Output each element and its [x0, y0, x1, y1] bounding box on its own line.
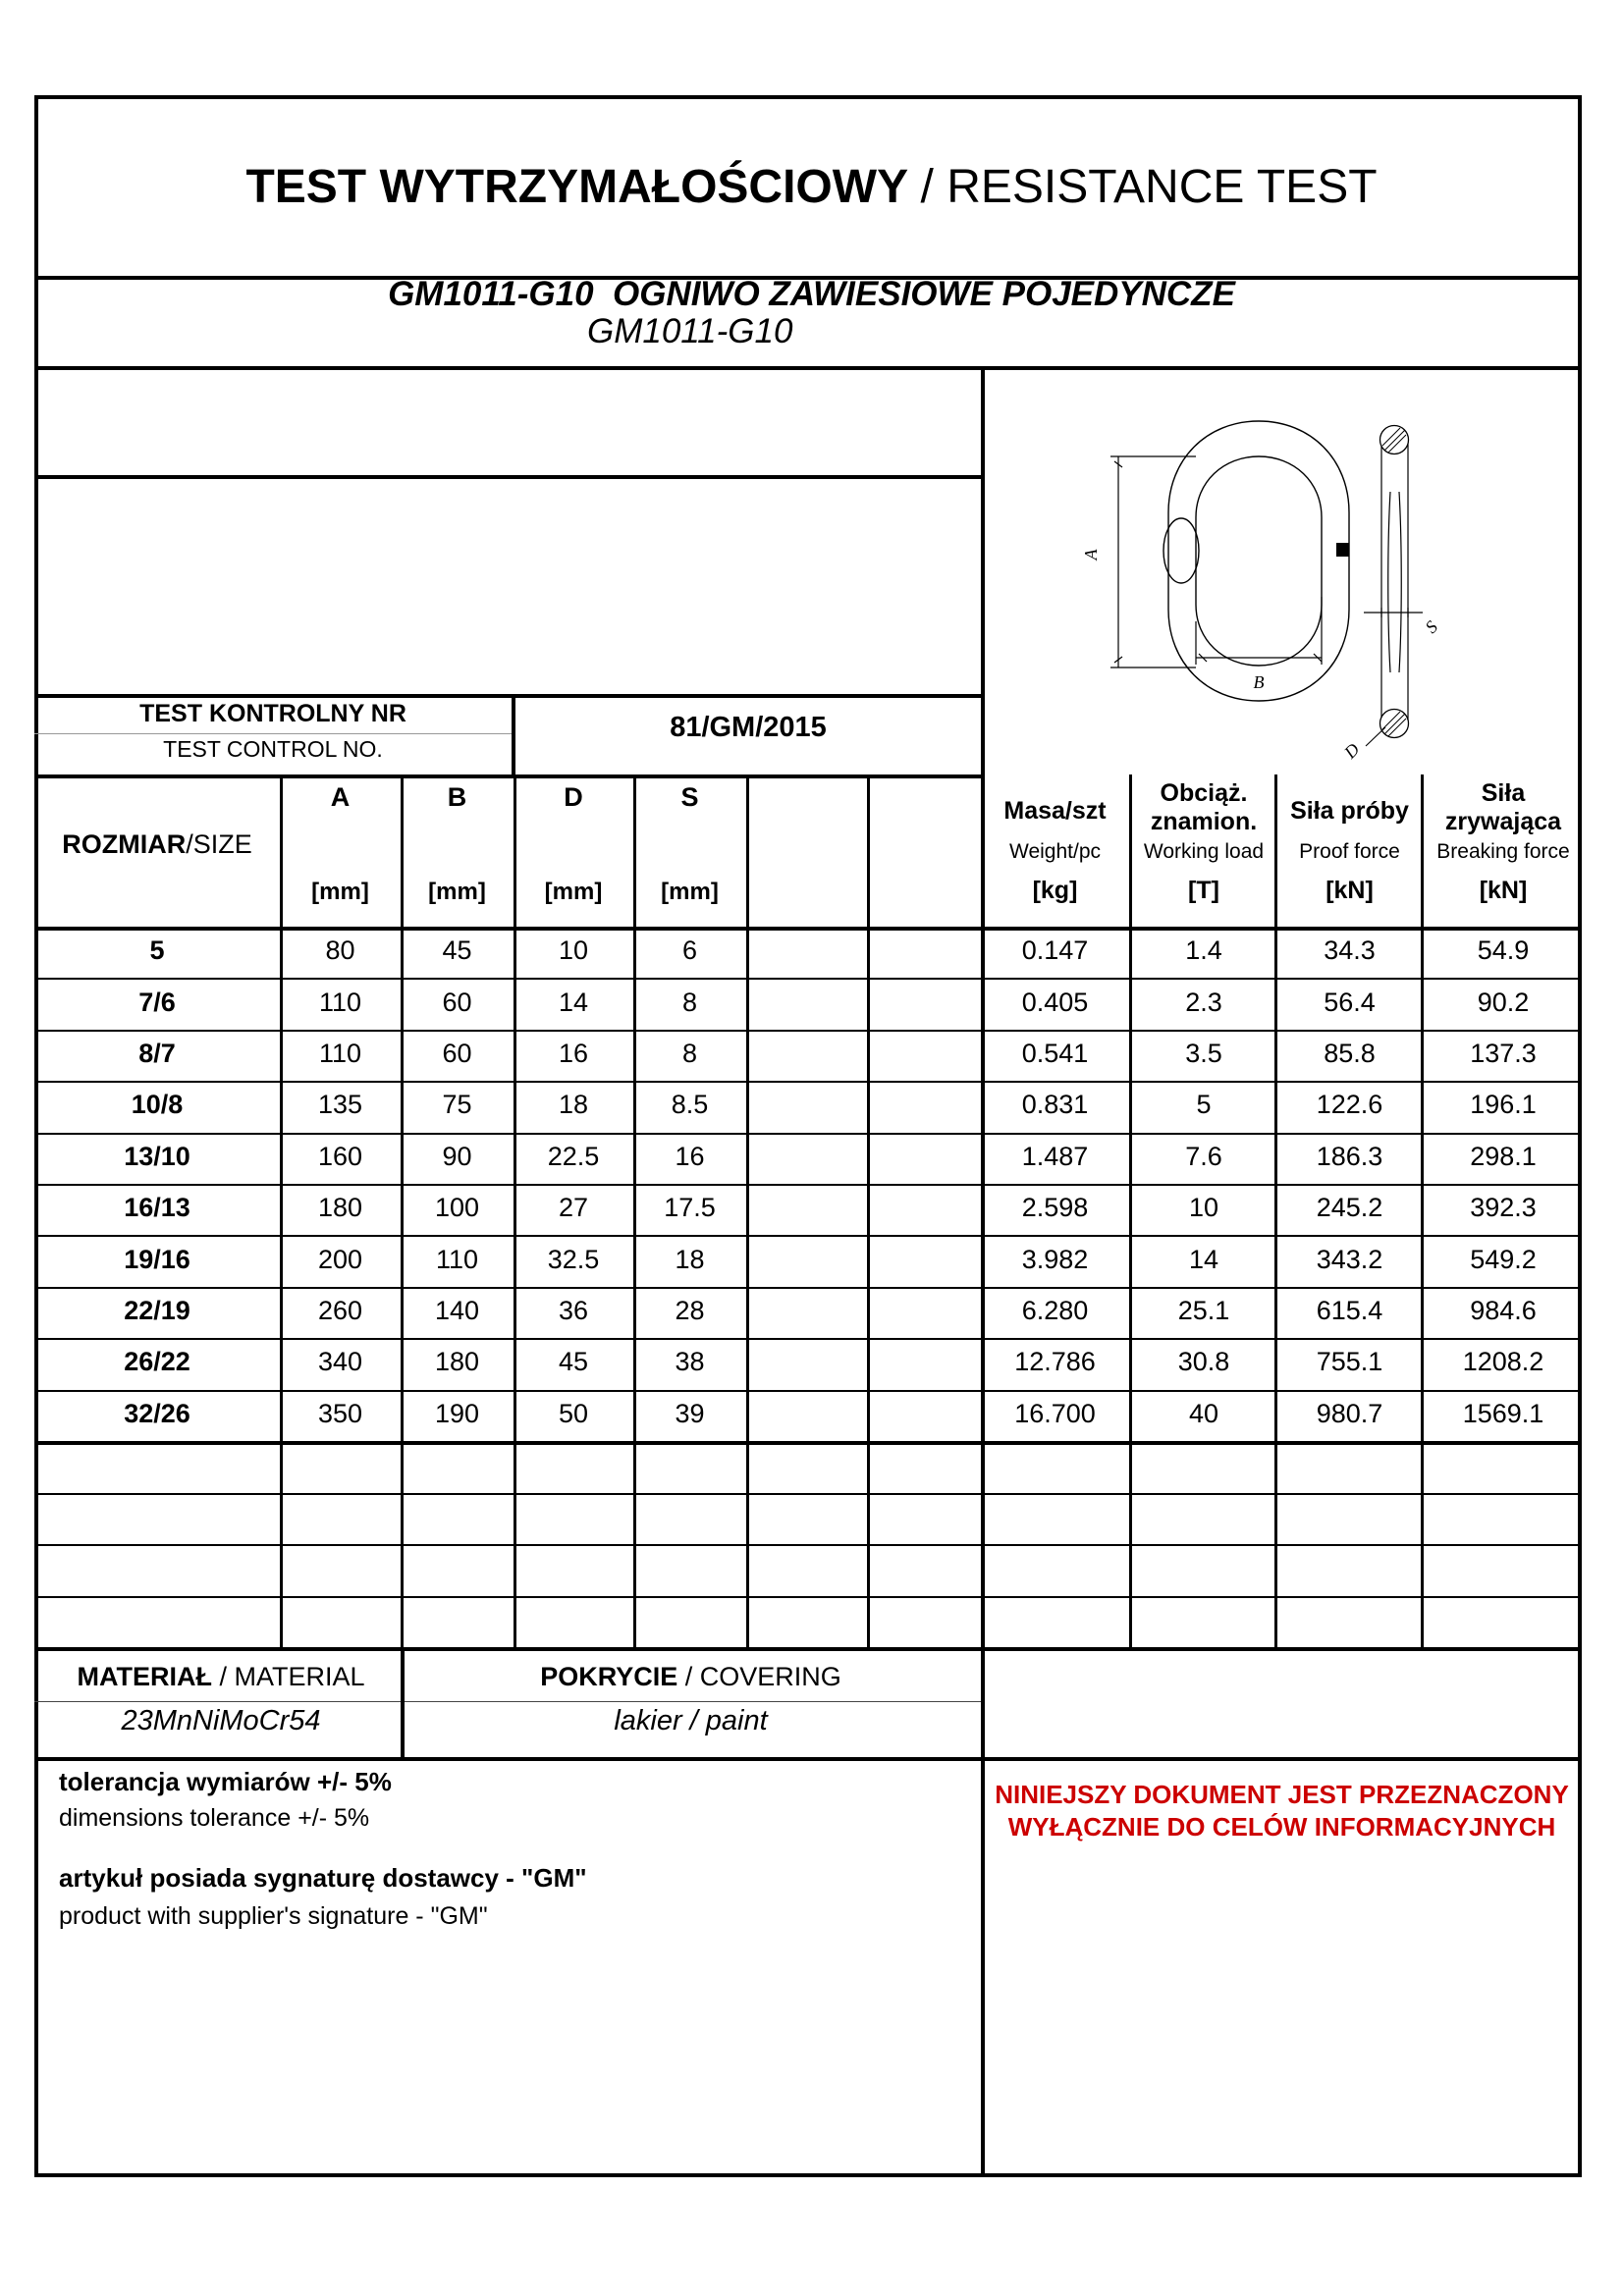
- svg-text:D: D: [1339, 739, 1363, 763]
- svg-text:A: A: [1081, 549, 1101, 561]
- svg-text:S: S: [1422, 617, 1442, 638]
- svg-text:B: B: [1254, 672, 1265, 692]
